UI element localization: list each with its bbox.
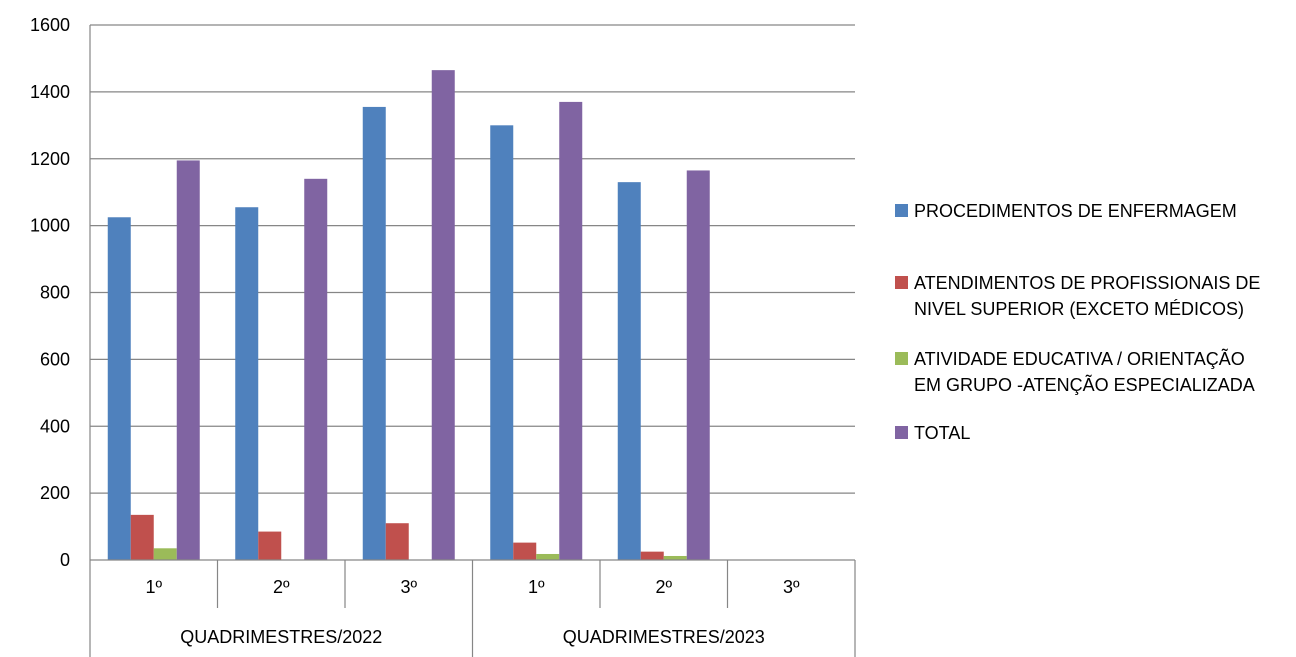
x-tick-label: 3º <box>783 577 800 597</box>
legend-swatch <box>895 352 908 365</box>
legend-swatch <box>895 426 908 439</box>
bar <box>153 548 177 560</box>
bar <box>431 70 455 560</box>
y-tick-label: 1000 <box>30 216 70 236</box>
legend-item-procedimentos: PROCEDIMENTOS DE ENFERMAGEM <box>895 198 1237 224</box>
bar <box>559 101 583 560</box>
bar <box>235 207 259 560</box>
y-tick-label: 1400 <box>30 82 70 102</box>
bar <box>513 542 537 560</box>
y-tick-label: 600 <box>40 349 70 369</box>
x-axis: 1º 2º 3º 1º 2º 3º QUADRIMESTRES/2022 QUADRIMEST… <box>89 559 856 657</box>
legend-label: ATIVIDADE EDUCATIVA / ORIENTAÇÃO EM GRUP… <box>914 349 1255 395</box>
legend-item-total: TOTAL <box>895 420 970 446</box>
y-tick-label: 0 <box>60 550 70 570</box>
bar <box>617 182 641 560</box>
bar <box>536 553 560 560</box>
x-tick-label: 2º <box>273 577 290 597</box>
bar <box>304 178 328 560</box>
bar <box>663 555 687 560</box>
bar <box>490 125 514 560</box>
x-group-label: QUADRIMESTRES/2023 <box>563 627 765 647</box>
legend-swatch <box>895 204 908 217</box>
gridlines <box>90 24 855 494</box>
x-tick-label: 2º <box>655 577 672 597</box>
legend-label: ATENDIMENTOS DE PROFISSIONAIS DE NIVEL S… <box>914 273 1261 319</box>
x-tick-label: 3º <box>400 577 417 597</box>
x-group-label: QUADRIMESTRES/2022 <box>180 627 382 647</box>
y-tick-label: 200 <box>40 483 70 503</box>
bar <box>362 106 386 560</box>
legend-swatch <box>895 276 908 289</box>
bars <box>107 70 710 560</box>
bar <box>640 551 664 560</box>
y-tick-label: 800 <box>40 283 70 303</box>
bar <box>686 170 710 560</box>
legend-item-atendimentos: ATENDIMENTOS DE PROFISSIONAIS DE NIVEL S… <box>895 270 1260 322</box>
y-tick-label: 1600 <box>30 15 70 35</box>
y-axis: 0 200 400 600 800 1000 1200 1400 1600 <box>30 15 91 570</box>
bar <box>258 531 282 560</box>
bar <box>385 523 409 560</box>
bar <box>176 160 200 560</box>
y-tick-label: 400 <box>40 416 70 436</box>
legend-label: TOTAL <box>914 423 971 443</box>
legend-label: PROCEDIMENTOS DE ENFERMAGEM <box>914 201 1237 221</box>
bar <box>130 514 154 560</box>
legend-item-atividade-educativa: ATIVIDADE EDUCATIVA / ORIENTAÇÃO EM GRUP… <box>895 346 1255 398</box>
x-tick-label: 1º <box>528 577 545 597</box>
bar <box>107 217 131 560</box>
x-tick-label: 1º <box>145 577 162 597</box>
y-tick-label: 1200 <box>30 149 70 169</box>
